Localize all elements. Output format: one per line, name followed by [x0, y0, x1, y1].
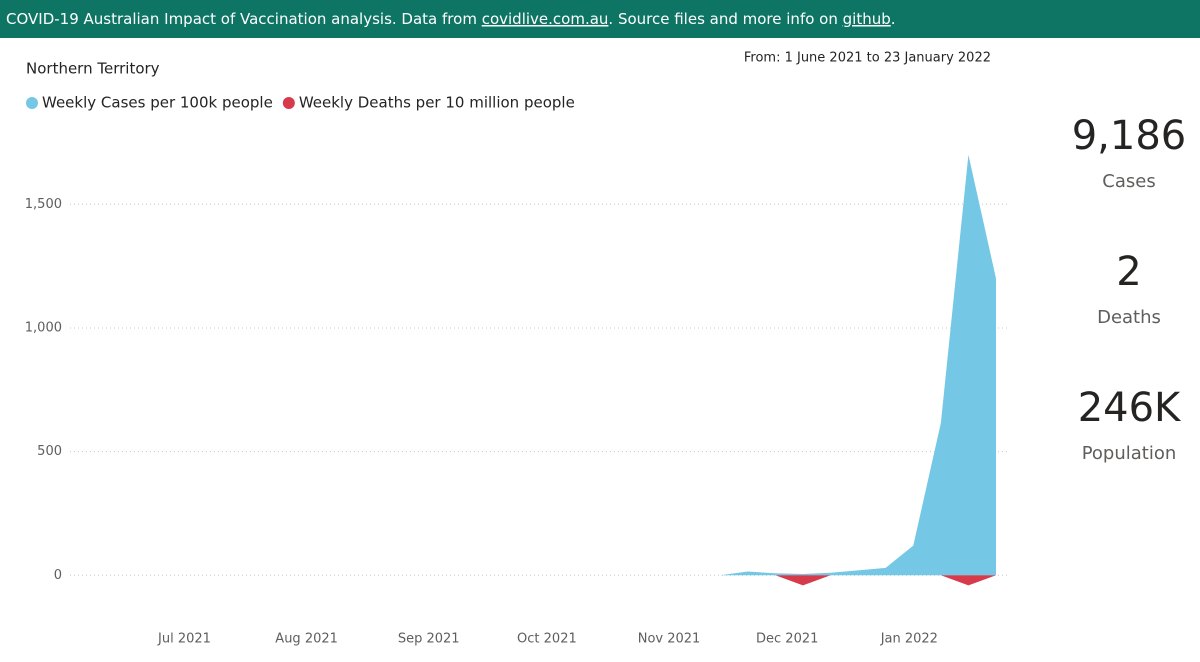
- y-tick-label: 0: [54, 568, 62, 583]
- x-tick-label: Jul 2021: [157, 632, 211, 647]
- header-text: COVID-19 Australian Impact of Vaccinatio…: [6, 10, 896, 28]
- card-value: 9,186: [1072, 113, 1187, 159]
- cards: 9,186 Cases 2 Deaths 246K Population: [1072, 113, 1187, 464]
- x-tick-label: Nov 2021: [638, 632, 701, 647]
- legend-label: Weekly Deaths per 10 million people: [299, 94, 575, 112]
- header-bar: [0, 0, 1200, 38]
- area: [86, 154, 996, 576]
- x-tick-label: Dec 2021: [756, 632, 818, 647]
- header-part: COVID-19 Australian Impact of Vaccinatio…: [6, 10, 482, 28]
- card-value: 246K: [1078, 385, 1182, 431]
- legend-label: Weekly Cases per 100k people: [42, 94, 273, 112]
- card-label: Deaths: [1097, 307, 1161, 328]
- y-tick-label: 500: [37, 444, 62, 459]
- card-label: Population: [1082, 443, 1177, 464]
- x-tick-label: Aug 2021: [275, 632, 338, 647]
- card-value: 2: [1116, 249, 1141, 295]
- chart-title: Northern Territory: [26, 60, 160, 78]
- header-part: . Source files and more info on: [608, 10, 842, 28]
- legend-marker: [26, 97, 38, 109]
- x-tick-label: Jan 2022: [880, 632, 938, 647]
- header-link[interactable]: github: [843, 10, 891, 28]
- y-tick-label: 1,500: [25, 197, 62, 212]
- legend-marker: [282, 97, 295, 109]
- area: [86, 575, 996, 586]
- date-range: From: 1 June 2021 to 23 January 2022: [744, 51, 991, 66]
- x-tick-label: Oct 2021: [517, 632, 577, 647]
- header-part: .: [891, 10, 896, 28]
- header-link[interactable]: covidlive.com.au: [482, 10, 609, 28]
- card-label: Cases: [1102, 171, 1155, 192]
- y-tick-label: 1,000: [25, 320, 62, 335]
- x-tick-label: Sep 2021: [398, 632, 460, 647]
